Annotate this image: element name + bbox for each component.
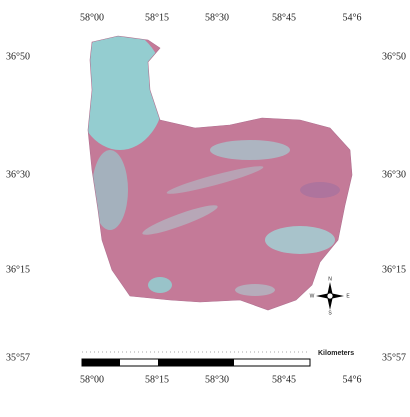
compass-rose (316, 282, 344, 310)
longitude-label: 58°00 (80, 12, 104, 23)
longitude-label: 54°6 (343, 374, 362, 385)
longitude-label: 54°6 (343, 12, 362, 23)
latitude-label: 36°50 (6, 51, 30, 62)
longitude-label: 58°15 (145, 374, 169, 385)
longitude-label: 58°45 (272, 374, 296, 385)
latitude-label: 36°30 (6, 169, 30, 180)
longitude-label: 58°00 (80, 374, 104, 385)
compass-letter: E (346, 293, 350, 299)
latitude-label: 36°15 (382, 264, 406, 275)
latitude-label: 36°15 (6, 264, 30, 275)
longitude-label: 58°45 (272, 12, 296, 23)
compass-letter: W (310, 293, 315, 299)
latitude-label: 36°30 (382, 169, 406, 180)
longitude-label: 58°30 (205, 12, 229, 23)
latitude-label: 35°57 (6, 352, 30, 363)
scale-unit: Kilometers (318, 350, 354, 357)
region-outline (87, 35, 353, 311)
scale-bar (81, 351, 311, 367)
latitude-label: 35°57 (382, 352, 406, 363)
longitude-label: 58°15 (145, 12, 169, 23)
compass-letter: N (328, 276, 332, 282)
longitude-label: 58°30 (205, 374, 229, 385)
compass-letter: S (328, 310, 332, 316)
latitude-label: 36°50 (382, 51, 406, 62)
